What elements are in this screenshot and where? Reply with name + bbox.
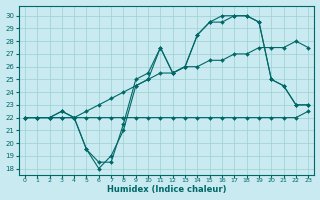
X-axis label: Humidex (Indice chaleur): Humidex (Indice chaleur) <box>107 185 226 194</box>
